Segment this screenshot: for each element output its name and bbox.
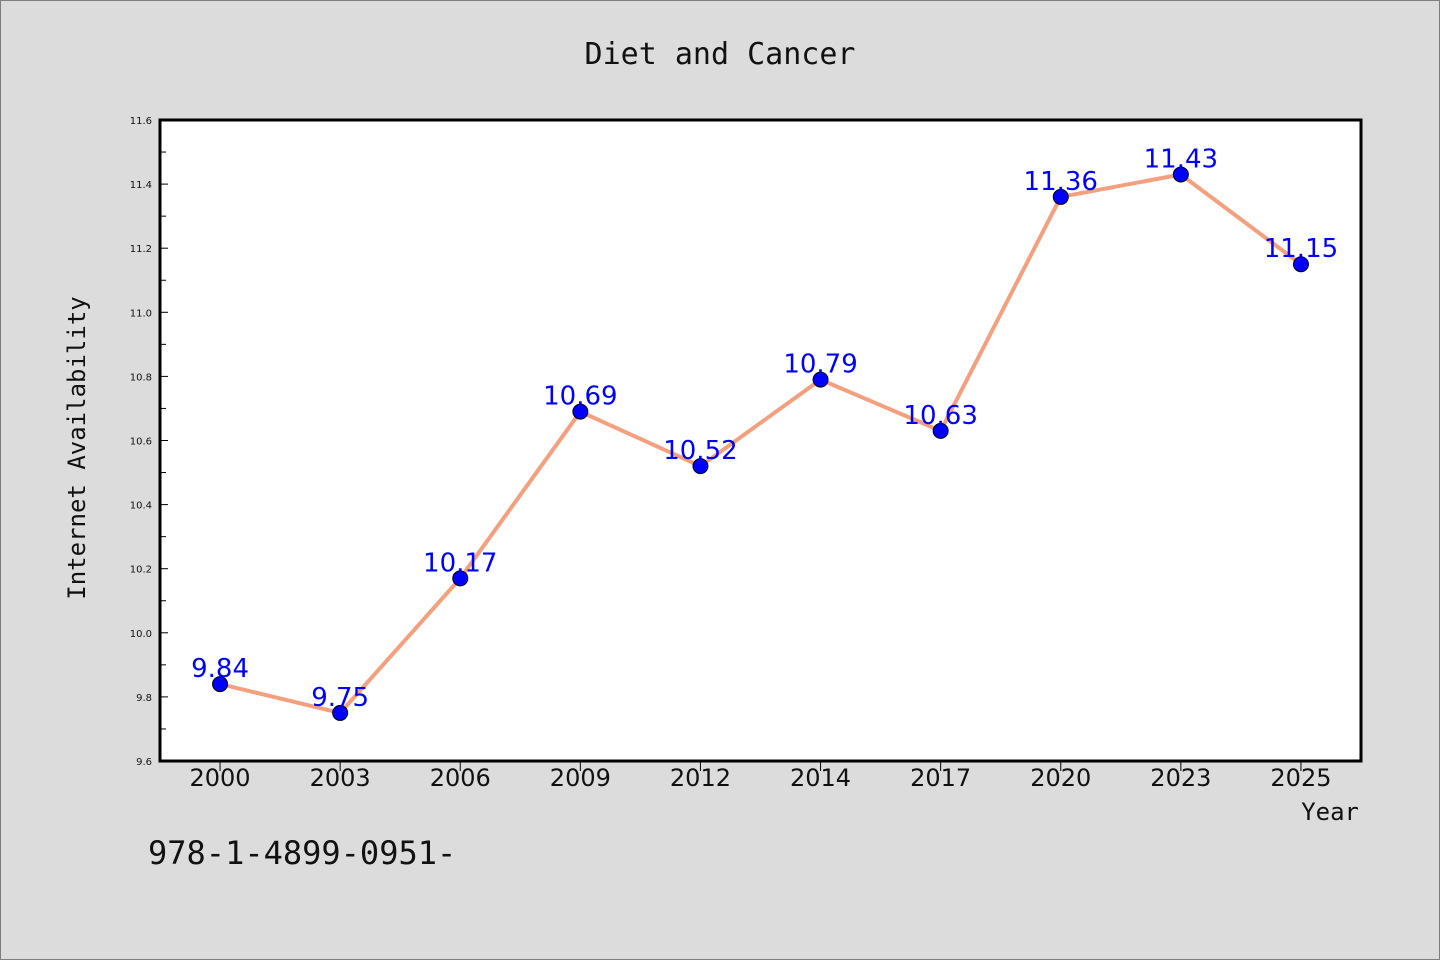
data-point (932, 422, 949, 439)
data-label: 11.36 (1024, 167, 1098, 197)
y-tick-label: 10.4 (130, 501, 152, 512)
data-point (692, 458, 709, 475)
data-label: 9.84 (191, 654, 249, 684)
x-axis-ticks: 2000 2003 2006 2009 2012 2014 2017 2020 2023 2025 (190, 761, 1331, 792)
data-label: 10.79 (783, 350, 857, 380)
x-tick-label: 2009 (550, 764, 611, 792)
data-label: 9.75 (311, 683, 369, 713)
x-tick-label: 2000 (190, 764, 251, 792)
data-label: 11.43 (1144, 144, 1218, 174)
series-line (219, 172, 1303, 715)
data-labels: 9.84 9.75 10.17 10.69 10.52 10.79 10.63 11.36 11… (191, 144, 1338, 712)
y-tick-label: 9.8 (136, 693, 152, 704)
data-point (572, 403, 589, 420)
y-tick-label: 11.4 (130, 180, 152, 191)
y-tick-label: 10.0 (130, 629, 152, 640)
data-label: 11.15 (1264, 234, 1338, 264)
footnote: 978-1-4899-0951- (148, 834, 456, 872)
y-axis-label: Internet Availability (63, 296, 91, 599)
y-tick-label: 11.0 (130, 308, 152, 319)
data-label: 10.52 (663, 436, 737, 466)
x-tick-label: 2014 (790, 764, 851, 792)
data-point (212, 676, 229, 693)
data-label: 10.69 (543, 382, 617, 412)
y-tick-label: 10.8 (130, 372, 152, 383)
chart-title: Diet and Cancer (585, 37, 856, 72)
data-point (1292, 256, 1309, 273)
x-tick-label: 2012 (670, 764, 731, 792)
data-point (1052, 188, 1069, 205)
x-tick-label: 2003 (310, 764, 371, 792)
data-point (1172, 166, 1189, 183)
x-tick-label: 2006 (430, 764, 491, 792)
x-axis-label: Year (1301, 798, 1359, 826)
y-tick-label: 10.2 (130, 565, 152, 576)
y-tick-label: 11.6 (130, 116, 152, 127)
x-tick-label: 2020 (1030, 764, 1091, 792)
data-point (332, 704, 349, 721)
data-label: 10.63 (903, 401, 977, 431)
data-markers (212, 166, 1309, 721)
y-tick-label: 11.2 (130, 244, 152, 255)
plot-area (158, 118, 1363, 763)
x-tick-label: 2023 (1150, 764, 1211, 792)
y-axis-ticks: 9.6 9.8 10.0 10.2 10.4 10.6 10.8 11.0 11.2 11.4 11… (130, 116, 168, 768)
y-tick-label: 10.6 (130, 437, 152, 448)
data-label: 10.17 (423, 548, 497, 578)
x-tick-label: 2017 (910, 764, 971, 792)
data-point (452, 570, 469, 587)
x-tick-label: 2025 (1270, 764, 1331, 792)
y-tick-label: 9.6 (136, 757, 152, 768)
data-point (812, 371, 829, 388)
